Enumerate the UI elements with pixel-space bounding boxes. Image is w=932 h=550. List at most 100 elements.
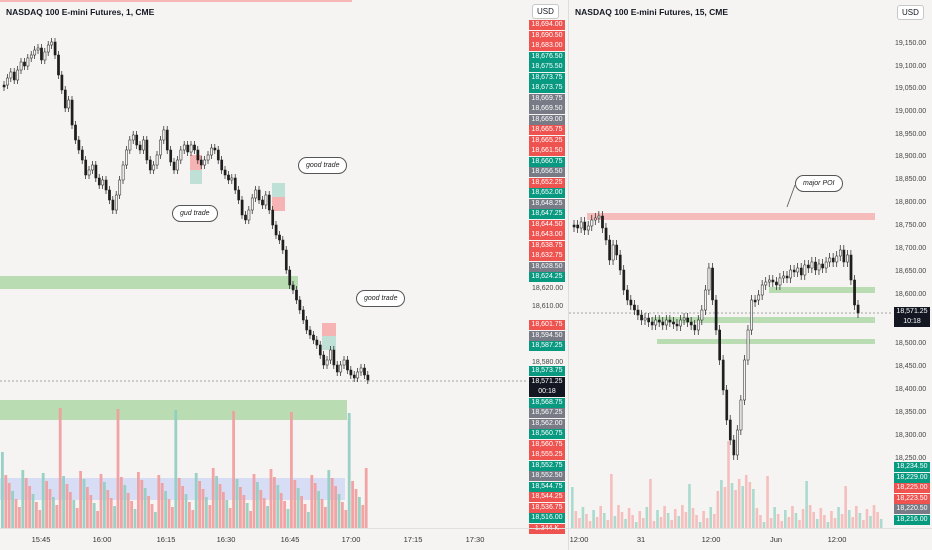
right-time-axis[interactable]: 12:00 31 12:00 Jun 12:00 xyxy=(569,528,932,550)
left-price-tag[interactable]: 18,632.75 xyxy=(529,251,565,261)
left-price-tag[interactable]: 18,571.25 xyxy=(529,376,565,387)
right-price-tag[interactable]: 18,229.00 xyxy=(894,472,930,483)
candle-body xyxy=(60,74,64,91)
right-price-axis[interactable]: USD 19,150.00 19,100.00 19,050.00 19,000.00… xyxy=(893,0,932,528)
left-price-tag[interactable]: 18,573.75 xyxy=(529,366,565,376)
left-time-axis[interactable]: 15:45 16:00 16:15 16:30 16:45 17:00 17:15 17:30 xyxy=(0,528,568,550)
right-price-tag[interactable]: 18,220.50 xyxy=(894,504,930,514)
left-price-tag[interactable]: 00:18 xyxy=(529,387,565,397)
volume-bar xyxy=(617,505,620,528)
candle-body xyxy=(640,314,643,321)
candle-body xyxy=(145,139,149,161)
candle-body xyxy=(821,263,824,269)
countdown-tag[interactable]: 10:18 xyxy=(894,317,930,327)
candle-body xyxy=(824,261,828,269)
left-price-tag[interactable]: 18,665.25 xyxy=(529,135,565,146)
left-price-tag[interactable]: 18,567.25 xyxy=(529,408,565,418)
good-trade-callout-2[interactable]: good trade xyxy=(356,290,406,307)
left-price-tag[interactable]: 18,560.75 xyxy=(529,429,565,439)
left-price-tag[interactable]: 18,676.50 xyxy=(529,51,565,62)
left-price-tag[interactable]: 18,673.75 xyxy=(529,83,565,93)
right-price-tag[interactable]: 18,216.00 xyxy=(894,514,930,525)
right-currency-label[interactable]: USD xyxy=(897,5,924,20)
left-price-tag[interactable]: 18,652.25 xyxy=(529,177,565,188)
left-price-tag[interactable]: 18,536.75 xyxy=(529,502,565,513)
right-price-tag[interactable]: 18,234.50 xyxy=(894,462,930,472)
left-price-tag[interactable]: 18,544.25 xyxy=(529,492,565,502)
left-price-tag[interactable]: 18,675.50 xyxy=(529,62,565,72)
volume-bar xyxy=(92,503,96,528)
candle-body xyxy=(196,149,200,161)
candle-body xyxy=(803,264,807,276)
left-price-tag[interactable]: 18,516.00 xyxy=(529,513,565,523)
volume-bar xyxy=(670,520,673,528)
candle-body xyxy=(159,139,162,156)
left-price-tag[interactable]: 18,673.75 xyxy=(529,72,565,83)
candle-body xyxy=(36,47,40,51)
left-price-tag[interactable]: 18,552.75 xyxy=(529,460,565,471)
right-chart-pane[interactable]: NASDAQ 100 E-mini Futures, 15, CME major… xyxy=(568,0,932,550)
left-currency-label[interactable]: USD xyxy=(532,4,559,19)
volume-bar xyxy=(313,483,317,528)
left-price-tag[interactable]: 18,652.00 xyxy=(529,188,565,198)
good-trade-callout-1[interactable]: good trade xyxy=(298,157,348,174)
right-price-tag[interactable]: 18,223.50 xyxy=(894,493,930,504)
left-price-tag[interactable]: 18,660.75 xyxy=(529,156,565,167)
volume-bar xyxy=(177,478,181,528)
left-price-tag[interactable]: 18,669.75 xyxy=(529,93,565,104)
candle-body xyxy=(121,164,125,181)
left-price-tag[interactable]: 18,544.75 xyxy=(529,481,565,492)
left-price-tag[interactable]: 18,568.75 xyxy=(529,397,565,408)
time-label: Jun xyxy=(769,535,783,544)
volume-bar xyxy=(116,409,120,528)
candle-body xyxy=(807,264,810,269)
right-price-tag[interactable]: 18,225.00 xyxy=(894,483,930,493)
right-chart-title[interactable]: NASDAQ 100 E-mini Futures, 15, CME xyxy=(575,7,729,17)
left-price-tag[interactable]: 18,647.25 xyxy=(529,209,565,219)
left-chart-title[interactable]: NASDAQ 100 E-mini Futures, 1, CME xyxy=(6,7,155,17)
gud-trade-callout[interactable]: gud trade xyxy=(172,205,218,222)
candle-body xyxy=(718,329,722,361)
left-price-tag[interactable]: 18,555.25 xyxy=(529,450,565,460)
price-tick-label: 18,650.00 xyxy=(895,268,927,275)
left-price-tag[interactable]: 18,683.00 xyxy=(529,41,565,51)
right-candlestick-chart[interactable] xyxy=(569,0,893,528)
volume-bar xyxy=(364,468,368,528)
left-price-tag[interactable]: 18,562.00 xyxy=(529,418,565,429)
volume-bar xyxy=(819,508,823,528)
candle-body xyxy=(700,309,704,321)
left-price-tag[interactable]: 18,661.50 xyxy=(529,146,565,156)
left-price-tag[interactable]: 18,643.00 xyxy=(529,230,565,240)
volume-bar xyxy=(120,477,123,528)
left-price-tag[interactable]: 18,690.50 xyxy=(529,30,565,41)
volume-bar xyxy=(755,508,759,528)
left-price-tag[interactable]: 18,594.50 xyxy=(529,330,565,341)
left-price-axis[interactable]: USD 18,694.00 18,690.50 18,683.00 18,676.50… xyxy=(528,0,568,534)
left-price-tag[interactable]: 18,669.00 xyxy=(529,114,565,125)
volume-bar xyxy=(31,494,35,528)
left-price-tag[interactable]: 18,638.75 xyxy=(529,240,565,251)
left-price-tag[interactable]: 18,669.50 xyxy=(529,104,565,114)
left-price-tag[interactable]: 18,552.50 xyxy=(529,471,565,481)
volume-bar xyxy=(698,522,702,528)
left-price-tag[interactable]: 18,624.25 xyxy=(529,272,565,282)
left-price-tag[interactable]: 18,560.75 xyxy=(529,439,565,450)
major-poi-callout[interactable]: major POI xyxy=(795,175,843,192)
candle-body xyxy=(597,215,601,219)
left-price-tag[interactable]: 18,665.75 xyxy=(529,125,565,135)
candle-body xyxy=(29,54,33,59)
last-price-tag[interactable]: 18,571.25 xyxy=(894,307,930,317)
left-price-tag[interactable]: 18,694.00 xyxy=(529,20,565,30)
volume-bar xyxy=(330,478,334,528)
candle-body xyxy=(611,244,615,261)
left-price-tag[interactable]: 18,601.75 xyxy=(529,320,565,330)
left-price-tag[interactable]: 18,648.25 xyxy=(529,198,565,209)
volume-bar xyxy=(801,509,805,528)
left-chart-pane[interactable]: NASDAQ 100 E-mini Futures, 1, CME gud tr… xyxy=(0,0,568,550)
left-price-tag[interactable]: 18,587.25 xyxy=(529,341,565,351)
left-price-tag[interactable]: 18,628.50 xyxy=(529,261,565,272)
left-candlestick-chart[interactable] xyxy=(0,0,528,528)
left-price-tag[interactable]: 18,644.50 xyxy=(529,219,565,230)
volume-bar xyxy=(784,510,787,528)
left-price-tag[interactable]: 18,656.50 xyxy=(529,167,565,177)
